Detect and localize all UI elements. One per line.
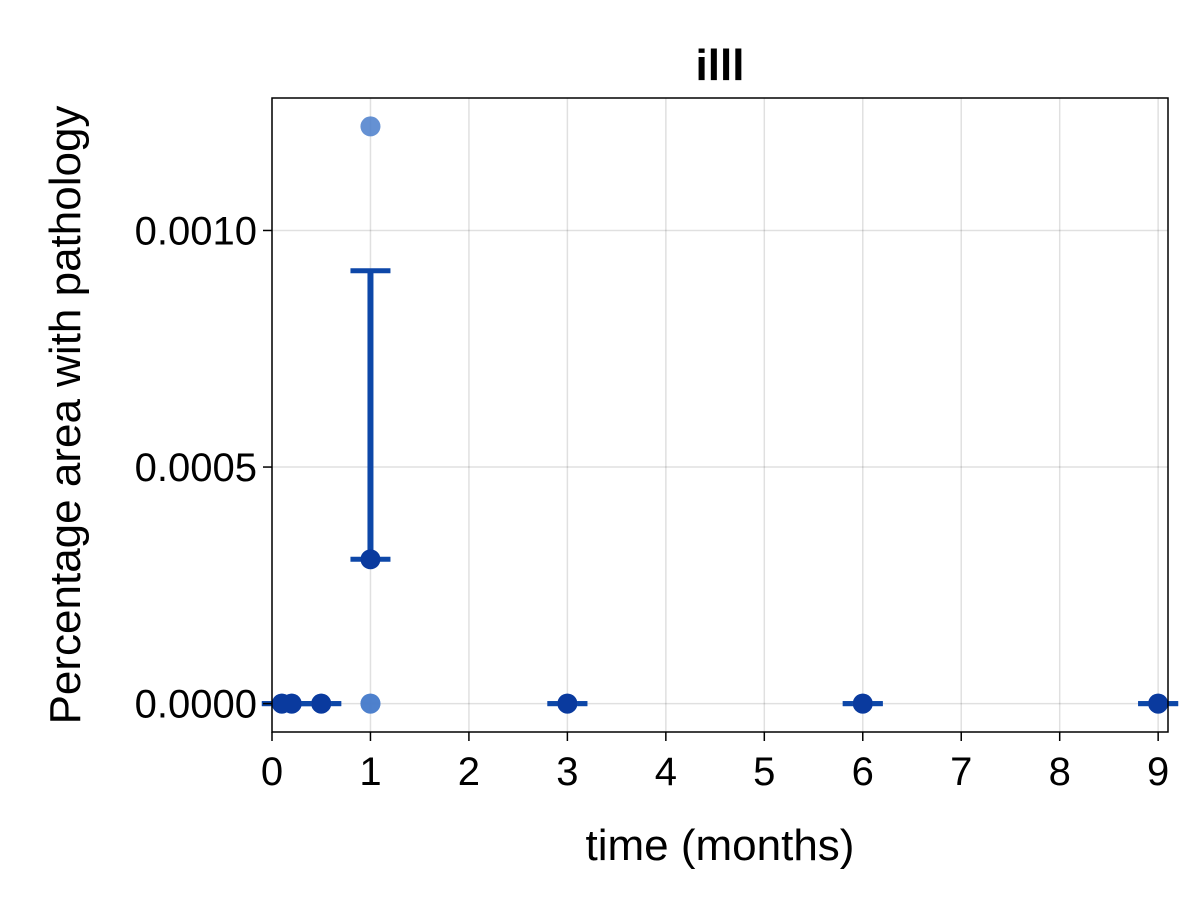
x-tick-label: 7 (950, 750, 972, 794)
x-axis-label: time (months) (586, 821, 855, 870)
grid (271, 98, 1168, 732)
raw-point (360, 693, 381, 714)
mean-point (281, 693, 302, 714)
x-tick-label: 8 (1049, 750, 1071, 794)
x-tick-label: 3 (556, 750, 578, 794)
mean-point (557, 693, 578, 714)
mean-point (311, 693, 332, 714)
mean-point (1148, 693, 1169, 714)
y-axis-label: Percentage area with pathology (41, 106, 90, 725)
y-tick-label: 0.0010 (135, 209, 257, 253)
x-tick-label: 9 (1147, 750, 1169, 794)
raw-point (360, 116, 381, 137)
axis-ticks: 0 1 2 3 4 5 6 7 8 9 0.0000 0.0005 0.0010 (135, 209, 1170, 794)
mean-point (360, 549, 381, 570)
mean-point (852, 693, 873, 714)
x-tick-label: 1 (359, 750, 381, 794)
error-bars (261, 268, 1179, 707)
x-tick-label: 4 (655, 750, 677, 794)
x-tick-label: 2 (458, 750, 480, 794)
raw-points (271, 116, 1169, 714)
x-tick-label: 5 (753, 750, 775, 794)
x-tick-label: 0 (261, 750, 283, 794)
x-tick-label: 6 (852, 750, 874, 794)
chart-title: illl (696, 41, 745, 90)
mean-points (271, 549, 1169, 714)
y-tick-label: 0.0000 (135, 683, 257, 727)
y-tick-label: 0.0005 (135, 446, 257, 490)
plot-frame (271, 97, 1169, 733)
